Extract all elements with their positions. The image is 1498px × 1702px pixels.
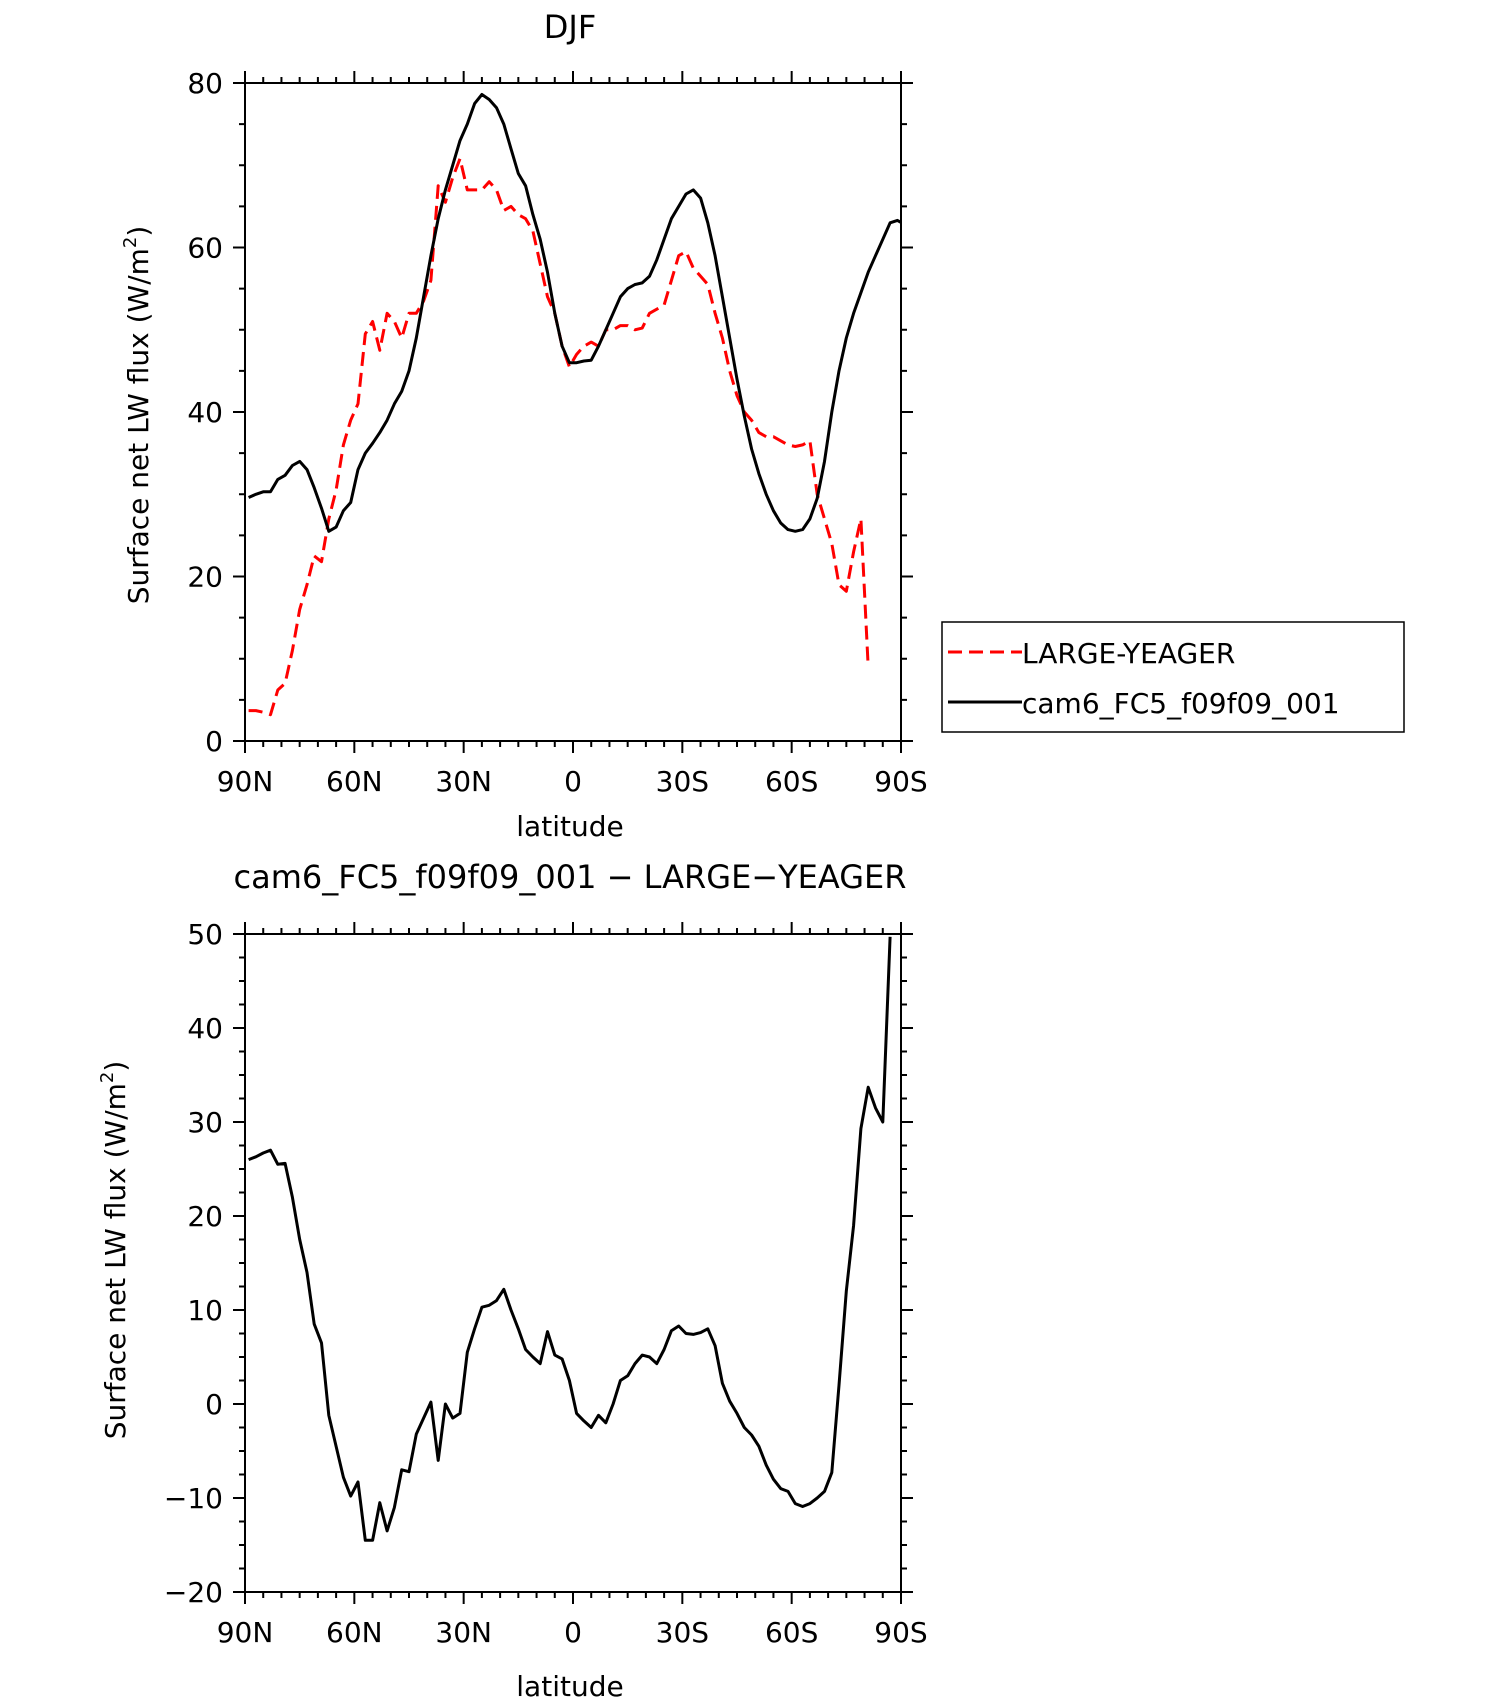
series-line-0-0 <box>248 157 870 717</box>
y-tick-label-0: 80 <box>187 67 223 100</box>
x-tick-label-0: 30N <box>435 765 492 798</box>
y-tick-label-1: −10 <box>164 1482 223 1515</box>
top-x-axis-label: latitude <box>516 810 623 843</box>
bottom-y-axis-label-end: ) <box>99 1061 132 1072</box>
legend: LARGE-YEAGER cam6_FC5_f09f09_001 <box>941 621 1405 733</box>
series-line-0-1 <box>247 93 901 533</box>
bottom-y-axis-label: Surface net LW flux (W/m2) <box>97 1061 132 1440</box>
x-tick-label-0: 60S <box>765 765 818 798</box>
y-tick-label-1: 0 <box>205 1388 223 1421</box>
y-tick-label-1: −20 <box>164 1576 223 1609</box>
plot-frame-1 <box>244 933 902 1593</box>
y-tick-label-1: 30 <box>187 1106 223 1139</box>
x-tick-label-1: 90N <box>217 1616 274 1649</box>
bottom-y-axis-label-sup: 2 <box>97 1072 118 1083</box>
y-tick-label-1: 10 <box>187 1294 223 1327</box>
x-tick-label-1: 30S <box>656 1616 709 1649</box>
bottom-panel-difference: cam6_FC5_f09f09_001 − LARGE−YEAGER latit… <box>97 858 928 1702</box>
legend-label-cam6: cam6_FC5_f09f09_001 <box>1022 687 1340 720</box>
top-y-axis-label-sup: 2 <box>120 237 141 248</box>
top-y-axis-label-end: ) <box>122 226 155 237</box>
bottom-y-axis-label-main: Surface net LW flux (W/m <box>99 1083 132 1439</box>
x-tick-label-0: 30S <box>656 765 709 798</box>
bottom-x-axis-label: latitude <box>516 1670 623 1702</box>
top-panel-djf: DJF latitude Surface net LW flux (W/m2) … <box>120 8 928 843</box>
legend-label-large-yeager: LARGE-YEAGER <box>1022 637 1235 670</box>
plot-frame-0 <box>244 82 902 742</box>
x-tick-label-1: 60N <box>326 1616 383 1649</box>
x-tick-label-1: 90S <box>874 1616 927 1649</box>
y-tick-label-0: 60 <box>187 232 223 265</box>
top-chart-title: DJF <box>544 8 596 46</box>
x-tick-label-0: 0 <box>564 765 582 798</box>
top-y-axis-label: Surface net LW flux (W/m2) <box>120 226 155 605</box>
x-tick-label-1: 30N <box>435 1616 492 1649</box>
top-y-axis-label-main: Surface net LW flux (W/m <box>122 248 155 604</box>
x-tick-label-1: 0 <box>564 1616 582 1649</box>
bottom-chart-title: cam6_FC5_f09f09_001 − LARGE−YEAGER <box>234 858 907 896</box>
x-tick-label-1: 60S <box>765 1616 818 1649</box>
y-tick-label-1: 40 <box>187 1012 223 1045</box>
x-tick-label-0: 60N <box>326 765 383 798</box>
y-tick-label-0: 20 <box>187 561 223 594</box>
y-tick-label-1: 20 <box>187 1200 223 1233</box>
x-tick-label-0: 90S <box>874 765 927 798</box>
legend-box <box>941 621 1405 733</box>
series-line-1-0 <box>248 936 892 1542</box>
y-tick-label-0: 0 <box>205 725 223 758</box>
y-tick-label-1: 50 <box>187 918 223 951</box>
x-tick-label-0: 90N <box>217 765 274 798</box>
y-tick-label-0: 40 <box>187 396 223 429</box>
